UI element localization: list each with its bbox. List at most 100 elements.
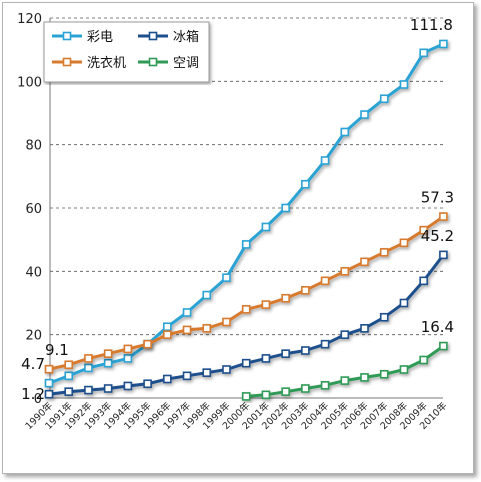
legend-swatch-marker	[148, 31, 158, 41]
series-1	[44, 250, 448, 399]
data-point	[399, 238, 409, 248]
data-point	[202, 368, 212, 377]
data-point	[301, 346, 310, 355]
data-point	[143, 339, 152, 349]
data-point	[261, 300, 271, 309]
legend-box	[43, 21, 210, 83]
data-point	[261, 222, 271, 232]
data-point	[419, 48, 428, 58]
data-point	[64, 360, 74, 370]
data-point	[399, 365, 409, 374]
data-point	[399, 298, 409, 308]
data-point	[281, 349, 290, 358]
data-point	[241, 392, 251, 401]
y-tick-label: 40	[25, 265, 42, 280]
data-point	[182, 325, 192, 335]
data-point	[103, 349, 113, 358]
data-labels: 4.7 1.2 9.1 111.8 57.3 45.2 16.4	[21, 16, 454, 403]
data-point	[182, 308, 192, 317]
data-point	[439, 39, 448, 49]
data-point	[281, 387, 290, 396]
legend-label: 彩电	[87, 30, 113, 45]
data-point	[419, 225, 428, 235]
data-point	[261, 390, 271, 400]
data-point	[360, 373, 369, 382]
data-label: 45.2	[421, 227, 454, 245]
data-point	[320, 156, 330, 165]
data-point	[340, 267, 350, 276]
data-label: 1.2	[21, 385, 45, 403]
data-point	[419, 276, 428, 286]
data-point	[182, 371, 192, 381]
data-point	[439, 341, 448, 351]
data-point	[84, 385, 93, 395]
legend-swatch-marker	[62, 31, 72, 41]
data-point	[340, 376, 350, 385]
data-point	[320, 276, 330, 286]
data-point	[123, 344, 133, 354]
data-point	[360, 324, 369, 333]
data-point	[419, 355, 428, 365]
data-point	[44, 389, 54, 399]
y-tick-label: 20	[25, 329, 42, 344]
data-point	[379, 312, 389, 322]
y-tick-label: 100	[17, 75, 42, 90]
data-point	[241, 305, 251, 314]
data-point	[84, 363, 93, 373]
legend-swatch-marker	[148, 57, 158, 67]
series-line	[48, 215, 445, 371]
data-label: 4.7	[21, 355, 45, 373]
series-lines	[44, 39, 448, 401]
legend-item: 空调	[138, 56, 199, 71]
data-point	[222, 365, 231, 374]
data-point	[340, 127, 350, 137]
data-point	[360, 110, 369, 119]
data-point	[439, 250, 448, 260]
x-tick-labels: 1990年1991年1992年1993年1994年1995年1996年1997年…	[23, 399, 450, 432]
data-label: 16.4	[421, 318, 454, 336]
data-label: 57.3	[421, 189, 454, 207]
data-point	[241, 240, 251, 249]
series-line	[246, 344, 445, 398]
data-point	[340, 330, 350, 339]
data-point	[379, 369, 389, 379]
data-point	[301, 286, 310, 295]
y-tick-label: 60	[25, 202, 42, 217]
data-point	[64, 371, 74, 381]
data-point	[44, 378, 54, 388]
data-point	[202, 324, 212, 333]
data-label: 111.8	[410, 16, 453, 34]
data-point	[320, 339, 330, 349]
data-point	[103, 384, 113, 393]
legend-item: 洗衣机	[52, 55, 126, 71]
legend-swatch-marker	[62, 57, 72, 67]
data-point	[163, 374, 172, 384]
data-point	[202, 290, 212, 300]
legend-label: 洗衣机	[87, 55, 126, 71]
data-label: 9.1	[45, 341, 69, 359]
data-point	[301, 179, 310, 189]
data-point	[44, 364, 54, 374]
data-point	[222, 273, 231, 282]
legend-item: 彩电	[52, 30, 113, 45]
data-point	[379, 94, 389, 104]
series-3	[241, 341, 448, 401]
data-point	[379, 248, 389, 257]
data-point	[261, 354, 271, 363]
data-point	[222, 317, 231, 327]
legend-label: 冰箱	[173, 29, 199, 45]
series-0	[44, 39, 448, 388]
data-point	[281, 293, 290, 303]
data-point	[439, 212, 448, 221]
y-tick-label: 0	[34, 392, 42, 407]
data-point	[123, 381, 133, 391]
data-point	[320, 381, 330, 390]
y-tick-labels: 0 20 40 60 80 100 120	[17, 12, 42, 407]
data-point	[301, 384, 310, 393]
data-point	[163, 322, 172, 332]
data-point	[163, 330, 172, 339]
data-point	[84, 354, 93, 363]
y-tick-label: 120	[17, 12, 42, 27]
data-point	[64, 387, 74, 396]
